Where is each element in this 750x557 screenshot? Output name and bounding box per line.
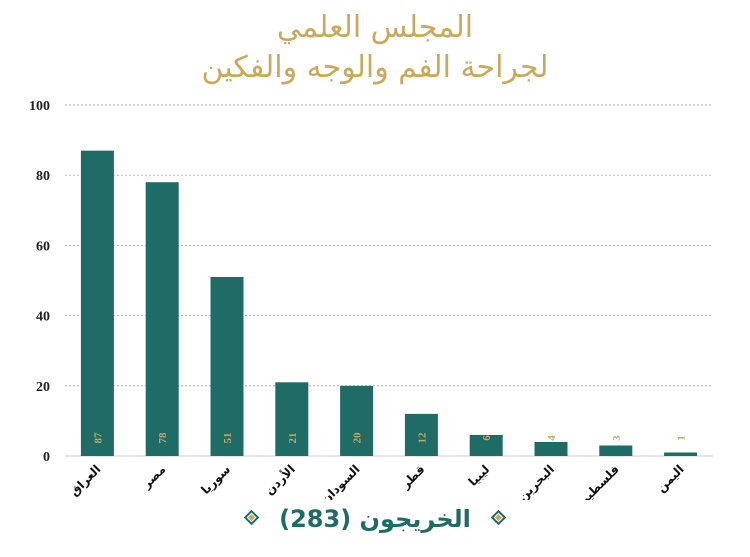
bar-value-label: 51 — [222, 433, 234, 444]
x-tick-label: السودان — [318, 462, 363, 500]
x-tick-label: العراق — [67, 462, 104, 499]
bar — [340, 385, 374, 456]
diamond-ornament-icon — [243, 509, 260, 525]
bar — [534, 441, 568, 456]
bar-value-label: 3 — [611, 435, 623, 441]
x-tick-label: قطر — [398, 462, 428, 492]
x-tick-label: مصر — [139, 462, 168, 491]
chart-title-line-1: المجلس العلمي — [276, 10, 474, 45]
bar — [469, 434, 503, 456]
bar-value-label: 6 — [481, 435, 493, 441]
y-tick-label: 80 — [36, 169, 50, 184]
graduates-count: (283) — [279, 505, 352, 533]
bar-value-label: 12 — [416, 432, 428, 444]
x-tick-label: فلسطين — [575, 462, 622, 500]
y-tick-label: 40 — [36, 310, 50, 325]
x-tick-label: ليبيا — [466, 462, 493, 489]
x-tick-label: البحرين — [515, 462, 557, 500]
graduates-label: الخريجون — [359, 505, 471, 533]
bar-value-label: 87 — [92, 432, 104, 444]
bar-value-label: 4 — [546, 435, 558, 441]
y-tick-label: 100 — [29, 99, 50, 114]
graduates-total: الخريجون (283) — [0, 505, 750, 533]
x-tick-label: سوريا — [198, 462, 234, 498]
bar — [210, 276, 244, 456]
bar — [599, 445, 633, 456]
x-tick-label: الأردن — [262, 462, 298, 498]
chart-title-line-2: لجراحة الفم والوجه والفكين — [201, 50, 549, 85]
bar-value-label: 78 — [157, 432, 169, 444]
bar-value-label: 21 — [287, 433, 299, 444]
bar — [664, 452, 698, 456]
x-tick-label: اليمن — [654, 462, 687, 495]
y-tick-label: 60 — [36, 239, 50, 254]
y-tick-label: 20 — [36, 380, 50, 395]
chart-title: المجلس العلمي لجراحة الفم والوجه والفكين — [0, 8, 750, 88]
bar-chart: 0 20 40 60 80 100 87 العراق 78 مصر 51 سوريا 21 الأردن… — [29, 99, 713, 500]
bar — [145, 182, 179, 456]
bar-value-label: 1 — [676, 435, 688, 441]
diamond-ornament-icon — [490, 509, 507, 525]
y-tick-label: 0 — [43, 450, 50, 465]
bar-value-label: 20 — [352, 432, 364, 444]
bar — [80, 150, 114, 456]
bar — [275, 382, 309, 456]
bar — [404, 413, 438, 456]
